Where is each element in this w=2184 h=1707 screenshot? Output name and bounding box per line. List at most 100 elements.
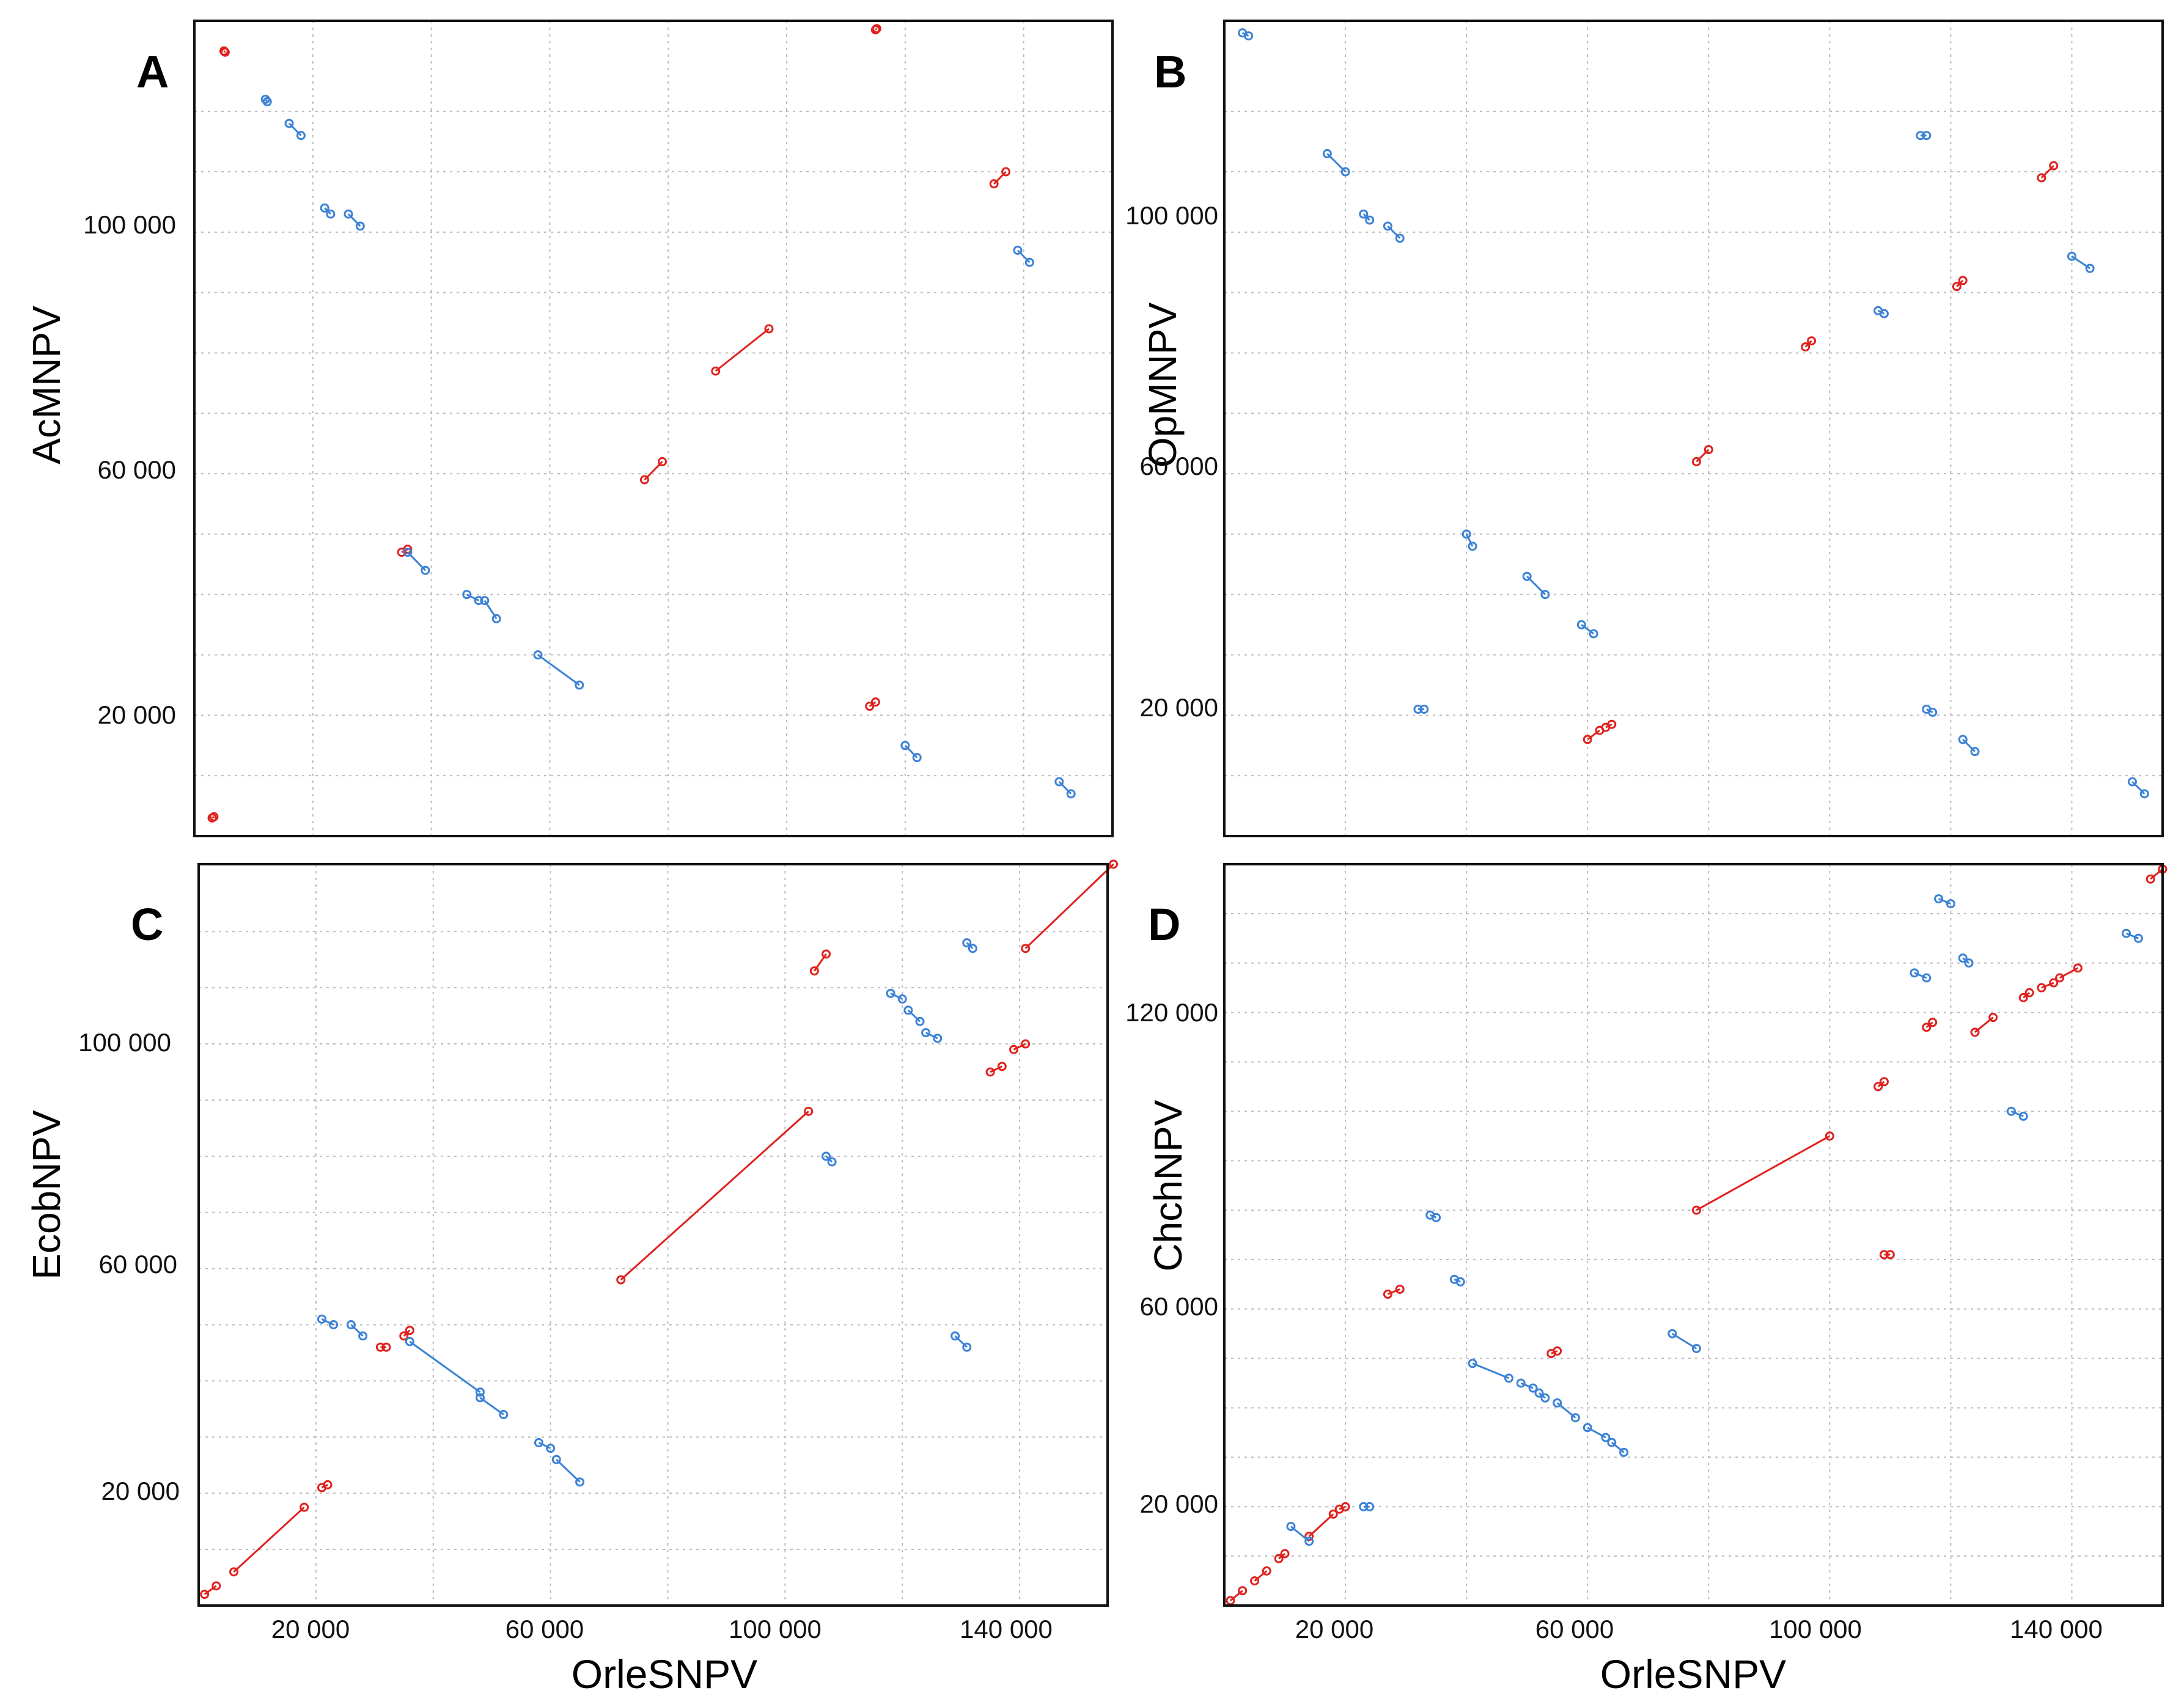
panel-d-letter: D xyxy=(1148,899,1180,950)
panel-a-reverse-match-8 xyxy=(900,741,922,763)
panel-d-reverse-match-7 xyxy=(1553,1398,1580,1423)
panel-d-frame xyxy=(1223,863,2164,1607)
panel-d-reverse-match-2 xyxy=(1425,1210,1441,1222)
panel-d-reverse-match-15 xyxy=(2122,928,2143,943)
panel-b-forward-match-3 xyxy=(1801,336,1817,352)
panel-c: C EcobNPV 20 000 60 000 100 000 20 000 6… xyxy=(24,859,1119,1697)
panel-c-ylabel: EcobNPV xyxy=(24,1110,68,1280)
panel-d: D ChchNPV 20 000 60 000 120 000 20 000 6… xyxy=(1125,863,2167,1697)
panel-c-reverse-match-11 xyxy=(962,938,977,953)
panel-c-xtick-20000: 20 000 xyxy=(271,1615,350,1643)
panel-d-reverse-match-1 xyxy=(1359,1502,1375,1511)
panel-b-data xyxy=(1238,28,2149,799)
panel-d-forward-match-4 xyxy=(1334,1502,1350,1514)
panel-c-reverse-match-7 xyxy=(886,988,907,1004)
panel-b-reverse-match-8 xyxy=(1873,306,1889,318)
panel-a-reverse-match-3 xyxy=(344,209,365,231)
panel-c-forward-match-2 xyxy=(317,1480,333,1492)
panel-b-reverse-match-2 xyxy=(1359,209,1375,225)
panel-a-reverse-match-5 xyxy=(462,590,483,606)
panel-b-reverse-match-13 xyxy=(2127,777,2149,799)
panel-b-reverse-match-5 xyxy=(1462,529,1477,551)
panel-b-forward-match-2 xyxy=(1691,445,1713,466)
panel-d-forward-match-1 xyxy=(1250,1566,1271,1586)
panel-b: B OpMNPV 20 000 60 000 100 000 xyxy=(1125,20,2164,837)
panel-a-forward-match-6 xyxy=(865,697,880,711)
panel-c-xtick-140000: 140 000 xyxy=(960,1615,1053,1643)
panel-c-reverse-match-3 xyxy=(475,1393,509,1420)
panel-d-reverse-match-3 xyxy=(1449,1274,1465,1287)
panel-c-frame xyxy=(197,863,1109,1607)
panel-b-ylabel: OpMNPV xyxy=(1141,303,1185,468)
panel-b-forward-match-4 xyxy=(1952,276,1968,292)
panel-c-reverse-match-8 xyxy=(903,1005,925,1026)
panel-a-grid xyxy=(194,21,1112,836)
panel-d-forward-match-11 xyxy=(1970,1013,1998,1037)
panel-c-forward-match-9 xyxy=(1021,859,1119,953)
panel-a-reverse-match-2 xyxy=(320,203,336,219)
panel-a-letter: A xyxy=(136,46,169,97)
panel-d-reverse-match-4 xyxy=(1468,1359,1513,1383)
panel-c-ytick-20000: 20 000 xyxy=(101,1477,180,1505)
panel-a: A AcMNPV 20 000 60 000 100 000 xyxy=(24,20,1114,837)
panel-d-xtick-20000: 20 000 xyxy=(1295,1615,1373,1643)
panel-c-reverse-match-5 xyxy=(551,1455,585,1487)
panel-c-forward-match-5 xyxy=(616,1106,814,1285)
panel-a-forward-match-0 xyxy=(219,46,230,57)
panel-c-reverse-match-6 xyxy=(822,1151,837,1167)
panel-d-reverse-match-0 xyxy=(1286,1522,1314,1546)
panel-b-reverse-match-9 xyxy=(1916,131,1932,141)
panel-d-reverse-match-5 xyxy=(1516,1378,1538,1393)
panel-b-reverse-match-4 xyxy=(1413,704,1429,714)
panel-d-reverse-match-14 xyxy=(2006,1106,2028,1121)
panel-b-ytick-20000: 20 000 xyxy=(1140,693,1218,722)
panel-c-reverse-match-0 xyxy=(317,1314,339,1330)
panel-b-grid xyxy=(1224,21,2163,836)
panel-d-forward-match-9 xyxy=(1879,1250,1895,1260)
panel-d-forward-match-13 xyxy=(2037,978,2059,993)
panel-b-reverse-match-6 xyxy=(1522,571,1550,600)
panel-c-forward-match-4 xyxy=(399,1326,414,1341)
panel-a-data xyxy=(207,24,1076,823)
panel-d-ytick-120000: 120 000 xyxy=(1125,998,1218,1027)
panel-a-forward-match-2 xyxy=(870,24,881,35)
panel-d-xtick-100000: 100 000 xyxy=(1769,1615,1862,1643)
panel-a-forward-match-4 xyxy=(639,457,667,485)
panel-a-ytick-60000: 60 000 xyxy=(98,455,176,484)
panel-b-reverse-match-0 xyxy=(1238,28,1254,41)
panel-b-reverse-match-1 xyxy=(1322,149,1350,177)
panel-d-forward-match-0 xyxy=(1226,1586,1248,1606)
panel-d-reverse-match-12 xyxy=(1934,894,1955,909)
panel-c-forward-match-6 xyxy=(809,949,831,976)
panel-a-reverse-match-1 xyxy=(284,119,306,141)
panel-d-ytick-60000: 60 000 xyxy=(1140,1292,1218,1321)
panel-d-forward-match-6 xyxy=(1546,1346,1562,1359)
panel-d-xtick-60000: 60 000 xyxy=(1535,1615,1614,1643)
panel-d-ylabel: ChchNPV xyxy=(1146,1099,1190,1271)
panel-d-data xyxy=(1226,864,2167,1606)
panel-a-frame xyxy=(193,20,1114,837)
panel-c-reverse-match-10 xyxy=(950,1331,972,1352)
panel-c-data xyxy=(200,859,1119,1599)
panel-d-reverse-match-10 xyxy=(1667,1329,1701,1353)
panel-d-reverse-match-9 xyxy=(1607,1437,1629,1457)
panel-d-forward-match-3 xyxy=(1304,1509,1338,1541)
panel-d-grid xyxy=(1224,864,2163,1606)
panel-c-forward-match-8 xyxy=(1009,1039,1031,1054)
panel-d-xlabel: OrleSNPV xyxy=(1600,1651,1786,1697)
panel-b-frame xyxy=(1223,20,2164,837)
panel-a-reverse-match-0 xyxy=(260,94,272,106)
panel-c-ytick-100000: 100 000 xyxy=(78,1028,171,1057)
panel-c-xtick-60000: 60 000 xyxy=(506,1615,584,1643)
panel-c-reverse-match-9 xyxy=(921,1028,943,1043)
panel-b-forward-match-1 xyxy=(1601,719,1617,732)
panel-d-xtick-140000: 140 000 xyxy=(2010,1615,2103,1643)
panel-b-letter: B xyxy=(1154,46,1186,97)
panel-a-ytick-100000: 100 000 xyxy=(83,210,176,239)
panel-d-ytick-20000: 20 000 xyxy=(1140,1489,1218,1518)
panel-b-ytick-60000: 60 000 xyxy=(1140,452,1218,480)
panel-a-reverse-match-9 xyxy=(1013,245,1034,267)
panel-c-xtick-100000: 100 000 xyxy=(729,1615,822,1643)
panel-d-reverse-match-8 xyxy=(1583,1423,1611,1442)
